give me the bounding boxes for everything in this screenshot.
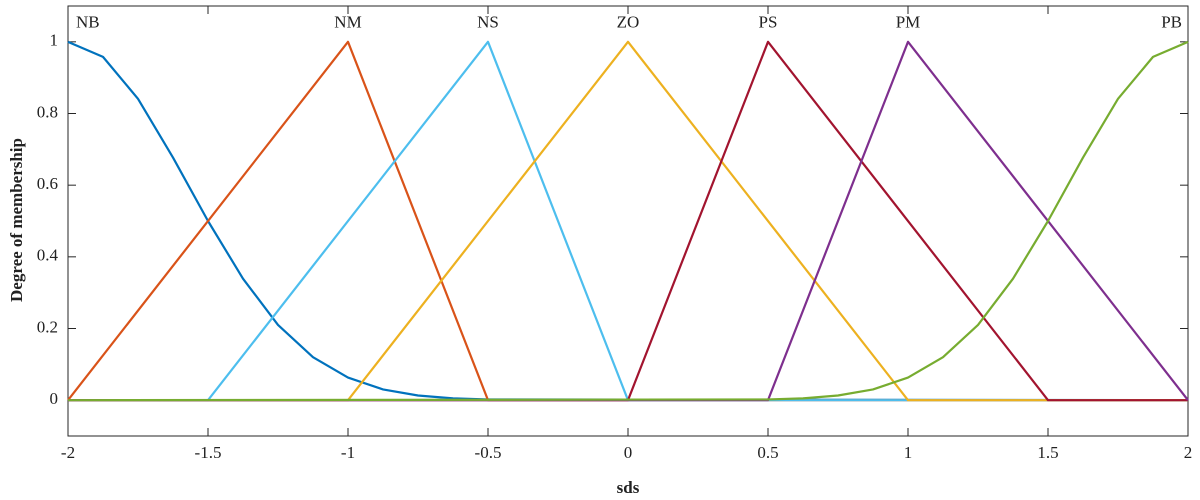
series-label: ZO: [617, 13, 640, 32]
x-tick-label: -1: [341, 443, 355, 462]
y-tick-label: 0: [50, 389, 59, 408]
series-label: NB: [76, 13, 100, 32]
y-axis-label: Degree of membership: [7, 138, 26, 302]
x-tick-label: 2: [1184, 443, 1193, 462]
series-line: [68, 40, 1188, 402]
series-line: [68, 40, 1188, 402]
series-line: [67, 40, 1188, 402]
series-line: [68, 40, 1188, 402]
series-label: NS: [477, 13, 499, 32]
y-tick-label: 0.2: [37, 317, 58, 336]
y-tick-label: 0.6: [37, 174, 58, 193]
series-label: NM: [334, 13, 361, 32]
series-label: PB: [1161, 13, 1182, 32]
plot-frame: [67, 5, 1189, 437]
x-tick-label: -0.5: [475, 443, 502, 462]
series-label: PM: [896, 13, 921, 32]
y-tick-label: 1: [50, 31, 59, 50]
x-tick-label: -2: [61, 443, 75, 462]
series-line: [68, 40, 1189, 402]
x-tick-label: 1.5: [1037, 443, 1058, 462]
series-line: [67, 40, 1189, 402]
x-tick-label: 0: [624, 443, 633, 462]
x-tick-label: -1.5: [195, 443, 222, 462]
x-tick-label: 0.5: [757, 443, 778, 462]
series-line: [67, 40, 1189, 402]
x-axis-label: sds: [617, 478, 640, 497]
y-tick-label: 0.8: [37, 102, 58, 121]
series-label: PS: [759, 13, 778, 32]
y-tick-label: 0.4: [37, 246, 59, 265]
x-tick-label: 1: [904, 443, 913, 462]
